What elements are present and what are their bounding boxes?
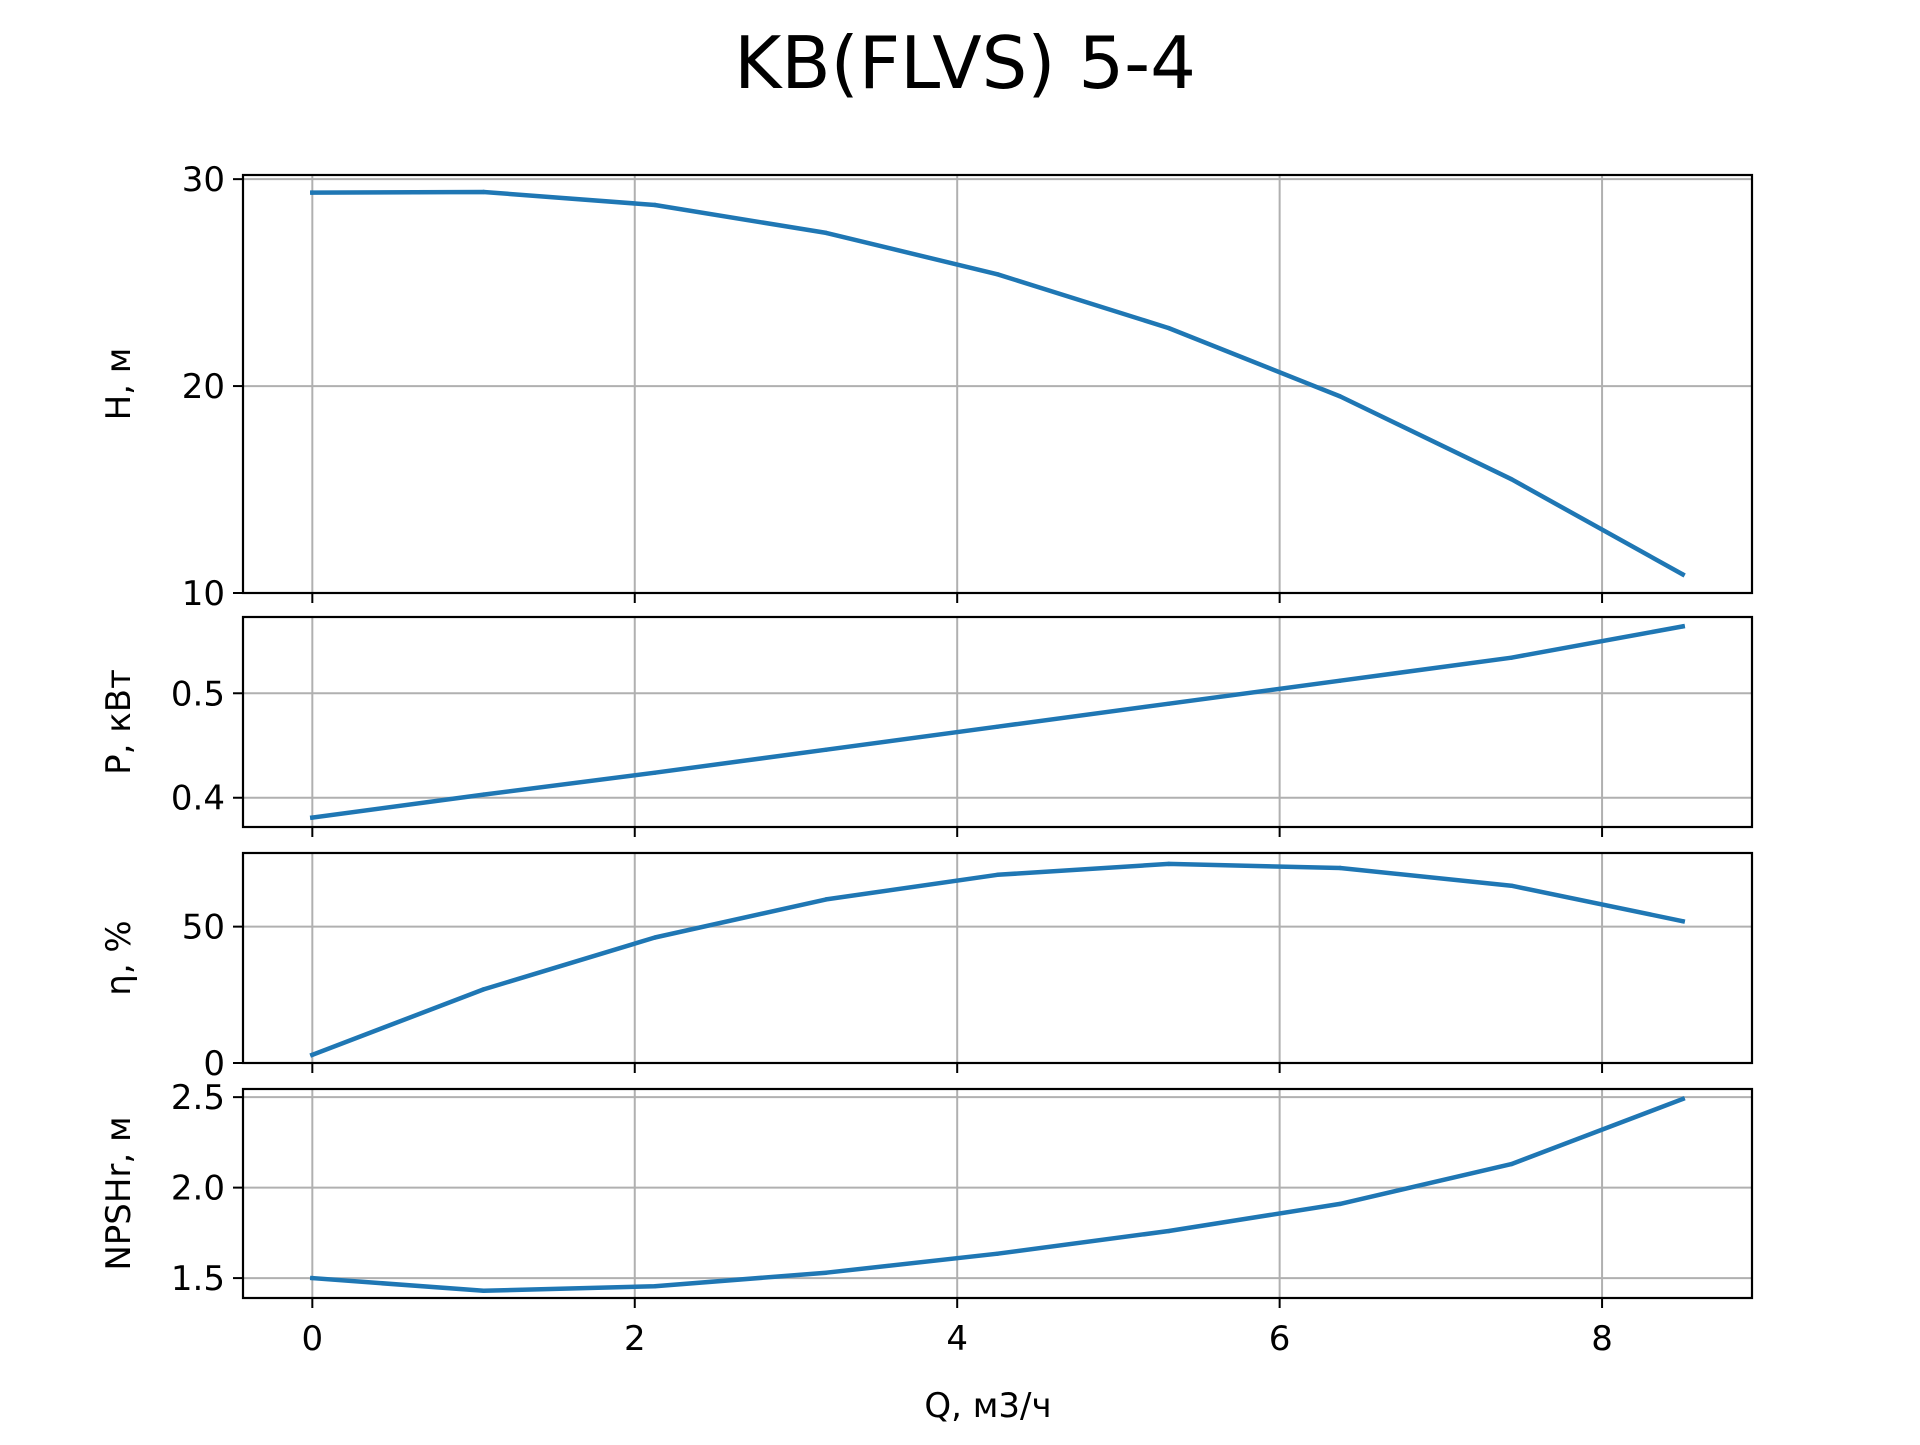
y-tick-label: 30	[182, 160, 225, 200]
y-axis-label: P, кВт	[99, 669, 139, 775]
subplot-panels: 10 20 30 H, м 0.4 0.5 P, кВт 0 50 η, % 0 2 4 6 8 1.5 2.0…	[99, 160, 1754, 1359]
data-point	[652, 202, 658, 208]
x-tick-label: 0	[302, 1319, 324, 1359]
data-point	[1509, 883, 1514, 888]
data-point	[1509, 1161, 1514, 1167]
data-point	[1166, 325, 1171, 331]
subplot-frame	[241, 173, 1754, 595]
data-point	[652, 770, 658, 775]
y-tick-label: 10	[182, 574, 225, 614]
data-point	[1166, 701, 1171, 706]
data-point	[1337, 1201, 1343, 1207]
y-tick-label: 50	[182, 908, 225, 948]
data-point	[1166, 1228, 1171, 1234]
data-point	[995, 272, 1000, 277]
data-point	[481, 987, 486, 992]
data-point	[824, 1270, 829, 1275]
subplot-panel: 0.4 0.5 P, кВт	[99, 615, 1754, 837]
data-point	[995, 1251, 1000, 1256]
data-point	[310, 815, 315, 820]
data-point	[1509, 476, 1514, 482]
y-tick-label: 0.4	[171, 779, 225, 819]
subplot-panel: 10 20 30 H, м	[99, 160, 1754, 614]
data-point	[1680, 624, 1685, 629]
subplot-frame	[241, 851, 1754, 1065]
data-point	[310, 1052, 315, 1058]
data-point	[1337, 678, 1343, 683]
y-tick-label: 0.5	[171, 674, 225, 714]
data-point	[824, 897, 829, 902]
data-point	[1680, 918, 1685, 924]
data-point	[1680, 1096, 1685, 1102]
y-axis-label: NPSHr, м	[99, 1116, 139, 1270]
chart-title: KB(FLVS) 5-4	[734, 21, 1196, 105]
y-axis-label: H, м	[99, 348, 139, 421]
data-point	[310, 190, 315, 195]
x-tick-label: 4	[946, 1319, 968, 1359]
subplot-panel: 0 50 η, %	[99, 851, 1754, 1084]
x-axis-label: Q, м3/ч	[924, 1386, 1051, 1426]
y-tick-label: 0	[203, 1044, 225, 1084]
data-point	[652, 935, 658, 940]
data-point	[995, 872, 1000, 878]
y-tick-label: 20	[182, 367, 225, 407]
data-point	[1509, 655, 1514, 660]
data-point	[824, 747, 829, 752]
y-tick-label: 2.0	[171, 1169, 225, 1209]
data-point	[995, 724, 1000, 729]
x-tick-label: 8	[1591, 1319, 1613, 1359]
data-point	[1166, 861, 1171, 867]
data-point	[1337, 865, 1343, 871]
data-point	[824, 230, 829, 236]
data-point	[481, 1288, 486, 1293]
data-point	[481, 189, 486, 195]
x-tick-label: 2	[624, 1319, 646, 1359]
data-point	[1337, 394, 1343, 399]
y-tick-label: 2.5	[171, 1078, 225, 1118]
y-tick-label: 1.5	[171, 1259, 225, 1299]
data-point	[652, 1284, 658, 1289]
subplot-frame	[241, 615, 1754, 829]
data-point	[481, 792, 486, 797]
data-point	[1680, 572, 1685, 577]
data-point	[310, 1275, 315, 1281]
y-axis-label: η, %	[99, 920, 139, 995]
subplot-panel: 0 2 4 6 8 1.5 2.0 2.5 NPSHr, м	[99, 1078, 1754, 1359]
x-tick-label: 6	[1269, 1319, 1291, 1359]
subplot-frame	[241, 1087, 1754, 1300]
